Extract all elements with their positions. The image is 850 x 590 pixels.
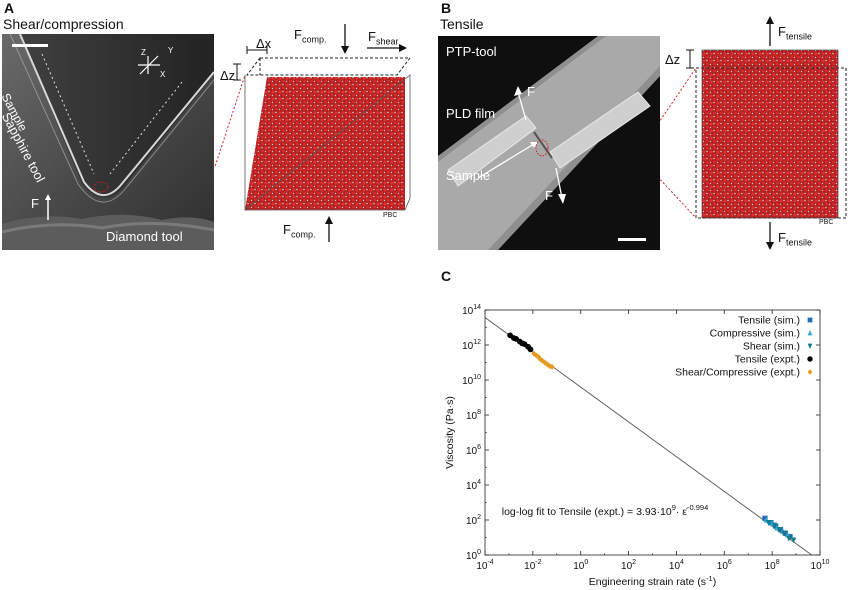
f-comp-bottom-sub: comp.: [290, 229, 316, 240]
f-tensile-top-sub: tensile: [785, 31, 812, 42]
f-comp-top-label: Fcomp.: [294, 27, 326, 45]
data-point-square: [773, 523, 779, 529]
x-tick-label: 104: [669, 559, 684, 572]
pld-film-label: PLD film: [446, 106, 496, 121]
legend-label: Compressive (sim.): [710, 328, 800, 340]
data-point-triangle-down: [791, 537, 797, 544]
y-tick-label: 108: [466, 409, 481, 422]
y-tick-label: 1010: [462, 374, 481, 387]
legend-label: Shear (sim.): [743, 341, 800, 353]
viscosity-chart: 10-4 10-2 100 102 104 106 108 1010 100 102 104 106 1…: [444, 304, 830, 588]
data-point-triangle-down: [771, 522, 778, 529]
f-shear-symbol: F: [368, 29, 376, 44]
f-tensile-top-label: Ftensile: [778, 24, 812, 42]
x-axis-label: Engineering strain rate (s-1): [589, 574, 716, 588]
panel-b-letter: B: [441, 0, 452, 16]
delta-z-label-b: Δz: [665, 52, 681, 67]
y-tick-label: 102: [466, 514, 481, 527]
y-tick-label: 1012: [462, 339, 481, 352]
f-comp-bottom-symbol: F: [283, 222, 291, 237]
x-tick-label: 10-4: [476, 559, 493, 572]
pbc-label-b: PBC: [819, 219, 834, 226]
legend-marker: [807, 330, 813, 336]
data-point-circle: [527, 346, 534, 353]
data-point-diamond: [537, 356, 543, 362]
ptp-tool-label: PTP-tool: [446, 44, 497, 59]
axis-y-label: Y: [168, 46, 174, 55]
legend-marker: [807, 369, 813, 375]
sample-label-b: Sample: [446, 168, 491, 183]
axis-z-label: Z: [141, 48, 146, 57]
x-tick-label: 100: [573, 559, 588, 572]
data-point-triangle-down: [776, 527, 782, 533]
data-point-triangle-down: [765, 520, 772, 526]
f-comp-top-sub: comp.: [301, 34, 327, 45]
legend-marker: [807, 317, 813, 323]
x-tick-label: 106: [717, 559, 732, 572]
f-comp-bottom-label: Fcomp.: [283, 222, 315, 240]
legend-marker: [807, 343, 813, 349]
x-tick-label: 102: [621, 559, 636, 572]
panel-a-letter: A: [4, 0, 15, 16]
delta-z-label-a: Δz: [220, 68, 236, 83]
panel-c-letter: C: [441, 268, 452, 284]
f-shear-label: Fshear: [368, 29, 398, 47]
data-point-square: [762, 515, 768, 521]
pbc-label-a: PBC: [383, 212, 398, 219]
y-tick-label: 104: [466, 479, 481, 492]
panel-b-title: Tensile: [440, 16, 484, 32]
x-tick-label: 1010: [811, 559, 830, 572]
axis-x-label: X: [160, 70, 166, 79]
x-tick-label: 10-2: [524, 559, 541, 572]
diamond-tool-label: Diamond tool: [106, 229, 183, 244]
shear-md-schematic: [215, 24, 412, 242]
f-tensile-bottom-sub: tensile: [785, 237, 812, 248]
fit-annotation: log-log fit to Tensile (expt.) = 3.93·10…: [502, 503, 709, 518]
legend-label: Tensile (expt.): [735, 354, 800, 366]
data-point-triangle-down: [781, 530, 787, 537]
y-tick-label: 106: [466, 444, 481, 457]
y-tick-label: 1014: [462, 304, 481, 317]
panel-a-title: Shear/compression: [3, 16, 124, 32]
y-axis-label: Viscosity (Pa·s): [444, 396, 456, 469]
f-tensile-bottom-symbol: F: [778, 230, 786, 245]
force-top-label-b: F: [527, 84, 535, 99]
legend-label: Tensile (sim.): [738, 315, 800, 327]
f-comp-top-symbol: F: [294, 27, 302, 42]
data-point-triangle-down: [786, 535, 792, 542]
data-point-square: [768, 520, 774, 526]
x-tick-label: 108: [765, 559, 780, 572]
force-bottom-label-b: F: [545, 188, 553, 203]
force-label-a: F: [31, 196, 39, 211]
f-tensile-bottom-label: Ftensile: [778, 230, 812, 248]
f-shear-sub: shear: [375, 36, 399, 47]
shear-micrograph: [2, 34, 214, 250]
data-point-diamond: [549, 363, 555, 370]
tensile-md-schematic: [660, 16, 847, 250]
legend-marker: [807, 356, 813, 362]
f-tensile-top-symbol: F: [778, 24, 786, 39]
tensile-micrograph: [438, 36, 660, 250]
legend-label: Shear/Compressive (expt.): [675, 367, 800, 379]
y-tick-label: 100: [466, 549, 481, 562]
delta-x-label: Δx: [256, 36, 272, 51]
